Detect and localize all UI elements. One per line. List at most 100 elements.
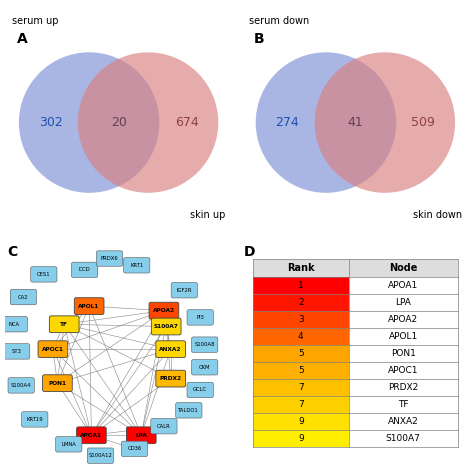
Circle shape [78, 52, 219, 193]
FancyBboxPatch shape [187, 310, 213, 325]
Bar [253, 362, 348, 379]
FancyBboxPatch shape [127, 427, 156, 444]
FancyBboxPatch shape [151, 318, 181, 335]
FancyBboxPatch shape [8, 378, 34, 393]
Text: S100A12: S100A12 [89, 453, 112, 458]
FancyBboxPatch shape [121, 441, 147, 456]
Bar [253, 379, 348, 396]
FancyBboxPatch shape [77, 427, 106, 444]
Text: APOA2: APOA2 [388, 315, 418, 324]
Text: APOC1: APOC1 [42, 346, 64, 352]
Bar [253, 430, 348, 447]
Text: CA2: CA2 [18, 294, 29, 300]
Text: 2: 2 [298, 298, 303, 307]
Text: D: D [244, 245, 255, 259]
Text: LMNA: LMNA [61, 442, 76, 447]
Text: CALR: CALR [157, 424, 171, 428]
Text: ANXA2: ANXA2 [159, 346, 182, 352]
FancyBboxPatch shape [191, 360, 218, 375]
Text: PRDX6: PRDX6 [100, 256, 118, 261]
FancyBboxPatch shape [43, 375, 72, 392]
Text: LPA: LPA [135, 433, 147, 438]
Text: APOA1: APOA1 [388, 281, 419, 290]
Text: DCD: DCD [79, 267, 91, 273]
Text: APOC1: APOC1 [388, 366, 419, 375]
Text: PON1: PON1 [391, 349, 416, 358]
Text: CES1: CES1 [37, 272, 51, 277]
Text: 20: 20 [110, 116, 127, 129]
Bar [253, 396, 348, 413]
Bar [253, 294, 348, 311]
FancyBboxPatch shape [3, 344, 30, 359]
Text: LPA: LPA [395, 298, 411, 307]
Bar [348, 277, 458, 294]
FancyBboxPatch shape [191, 337, 218, 352]
Text: TF: TF [60, 322, 68, 327]
Text: 302: 302 [39, 116, 63, 129]
Text: IGF2R: IGF2R [176, 288, 192, 293]
Circle shape [255, 52, 396, 193]
Text: KRT19: KRT19 [27, 417, 43, 422]
Text: skin down: skin down [413, 210, 462, 220]
Text: 509: 509 [411, 116, 435, 129]
Text: serum down: serum down [249, 16, 309, 26]
Text: Rank: Rank [287, 263, 315, 273]
Text: 4: 4 [298, 332, 303, 341]
Bar [348, 311, 458, 328]
Bar [348, 413, 458, 430]
Text: 9: 9 [298, 417, 304, 426]
Text: ST3: ST3 [12, 349, 21, 354]
Text: APOA1: APOA1 [80, 433, 102, 438]
Bar [348, 294, 458, 311]
Bar [253, 311, 348, 328]
Bar [253, 277, 348, 294]
Text: KRT1: KRT1 [130, 263, 143, 268]
Text: S100A8: S100A8 [194, 342, 215, 347]
FancyBboxPatch shape [176, 402, 202, 418]
Bar [253, 328, 348, 345]
Bar [348, 328, 458, 345]
Text: PON1: PON1 [48, 381, 66, 386]
Text: APOL1: APOL1 [79, 304, 100, 309]
Bar [253, 413, 348, 430]
Text: APOA2: APOA2 [153, 308, 175, 313]
Text: TALDO1: TALDO1 [179, 408, 199, 413]
Text: serum up: serum up [12, 16, 59, 26]
Bar [253, 345, 348, 362]
Text: S100A7: S100A7 [154, 324, 179, 329]
FancyBboxPatch shape [10, 289, 36, 305]
FancyBboxPatch shape [72, 262, 98, 278]
Text: PI3: PI3 [196, 315, 204, 320]
Text: skin up: skin up [190, 210, 225, 220]
FancyBboxPatch shape [151, 419, 177, 434]
Text: Node: Node [389, 263, 418, 273]
Bar [348, 379, 458, 396]
Text: CD36: CD36 [128, 447, 142, 451]
FancyBboxPatch shape [49, 316, 79, 333]
Text: 274: 274 [275, 116, 299, 129]
FancyBboxPatch shape [87, 448, 114, 464]
Text: 674: 674 [175, 116, 199, 129]
Text: 9: 9 [298, 434, 304, 443]
Text: ANXA2: ANXA2 [388, 417, 419, 426]
FancyBboxPatch shape [22, 412, 48, 427]
FancyBboxPatch shape [156, 370, 185, 387]
Bar [253, 258, 458, 277]
Circle shape [315, 52, 455, 193]
FancyBboxPatch shape [74, 298, 104, 314]
Text: PRDX2: PRDX2 [388, 383, 419, 392]
Bar [348, 430, 458, 447]
FancyBboxPatch shape [38, 341, 68, 357]
FancyBboxPatch shape [55, 437, 82, 452]
Text: 3: 3 [298, 315, 304, 324]
Text: 1: 1 [298, 281, 304, 290]
Text: S100A4: S100A4 [11, 383, 31, 388]
Text: A: A [17, 32, 27, 46]
Text: TF: TF [398, 400, 409, 409]
Text: PRDX2: PRDX2 [160, 376, 182, 381]
FancyBboxPatch shape [124, 258, 150, 273]
Text: 5: 5 [298, 366, 304, 375]
FancyBboxPatch shape [171, 283, 198, 298]
Bar [348, 345, 458, 362]
Text: B: B [254, 32, 264, 46]
